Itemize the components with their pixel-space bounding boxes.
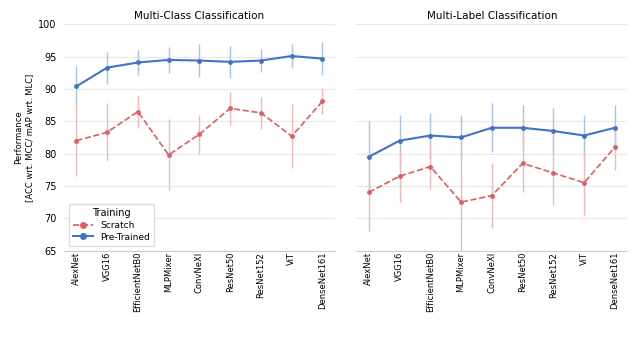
Title: Multi-Class Classification: Multi-Class Classification [134, 11, 264, 21]
Y-axis label: Performance
[ACC wrt. MCC/ mAP wrt. MLC]: Performance [ACC wrt. MCC/ mAP wrt. MLC] [15, 73, 34, 201]
Title: Multi-Label Classification: Multi-Label Classification [427, 11, 557, 21]
Legend: Scratch, Pre-Trained: Scratch, Pre-Trained [68, 204, 154, 246]
